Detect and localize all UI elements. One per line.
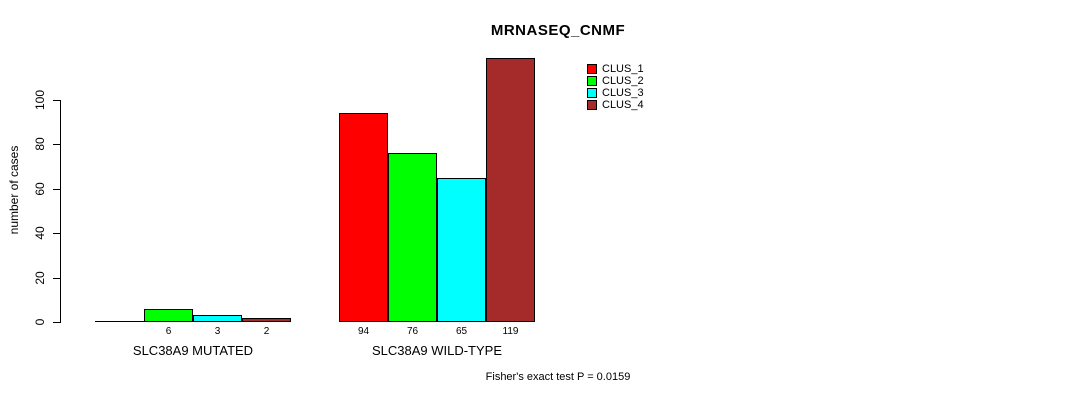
y-axis-tick-label: 60 bbox=[33, 182, 47, 196]
legend-item-label: CLUS_1 bbox=[602, 63, 644, 75]
bar-clus_1 bbox=[339, 113, 388, 322]
legend-color-swatch bbox=[587, 76, 597, 86]
bar-value-label: 76 bbox=[406, 326, 419, 337]
legend-item: CLUS_1 bbox=[587, 63, 644, 75]
y-axis-tick bbox=[53, 189, 60, 190]
y-axis-tick bbox=[53, 322, 60, 323]
y-axis-tick-label: 80 bbox=[33, 137, 47, 151]
bar-clus_3 bbox=[437, 178, 486, 322]
bar-clus_3 bbox=[193, 315, 242, 322]
legend: CLUS_1 CLUS_2 CLUS_3 CLUS_4 bbox=[587, 63, 644, 111]
bar-value-label: 94 bbox=[357, 326, 370, 337]
bar-value-label: 119 bbox=[502, 326, 519, 337]
bar-clus_4 bbox=[242, 318, 291, 322]
bar-value-label: 6 bbox=[165, 326, 172, 337]
bar-clus_1 bbox=[95, 321, 144, 322]
y-axis-tick bbox=[53, 100, 60, 101]
bar-clus_2 bbox=[388, 153, 437, 322]
bar-clus_4 bbox=[486, 58, 535, 322]
legend-item: CLUS_2 bbox=[587, 75, 644, 87]
legend-color-swatch bbox=[587, 88, 597, 98]
y-axis-line bbox=[60, 100, 61, 323]
y-axis-tick bbox=[53, 233, 60, 234]
chart-title: MRNASEQ_CNMF bbox=[490, 22, 626, 39]
footnote-pvalue: Fisher's exact test P = 0.0159 bbox=[485, 371, 631, 383]
y-axis-tick bbox=[53, 144, 60, 145]
legend-color-swatch bbox=[587, 100, 597, 110]
bar-clus_2 bbox=[144, 309, 193, 322]
y-axis-tick bbox=[53, 278, 60, 279]
legend-item-label: CLUS_3 bbox=[602, 87, 644, 99]
y-axis-tick-label: 0 bbox=[33, 318, 47, 326]
legend-item: CLUS_3 bbox=[587, 87, 644, 99]
x-axis-category-label: SLC38A9 WILD-TYPE bbox=[371, 343, 503, 358]
y-axis-tick-label: 100 bbox=[33, 89, 47, 111]
bar-value-label: 65 bbox=[455, 326, 468, 337]
y-axis-tick-label: 40 bbox=[33, 226, 47, 240]
x-axis-category-label: SLC38A9 MUTATED bbox=[132, 343, 254, 358]
legend-color-swatch bbox=[587, 64, 597, 74]
y-axis-label: number of cases bbox=[7, 145, 21, 235]
legend-item: CLUS_4 bbox=[587, 99, 644, 111]
legend-item-label: CLUS_2 bbox=[602, 75, 644, 87]
bar-value-label: 2 bbox=[263, 326, 270, 337]
bar-value-label: 3 bbox=[214, 326, 221, 337]
legend-item-label: CLUS_4 bbox=[602, 99, 644, 111]
y-axis-tick-label: 20 bbox=[33, 271, 47, 285]
